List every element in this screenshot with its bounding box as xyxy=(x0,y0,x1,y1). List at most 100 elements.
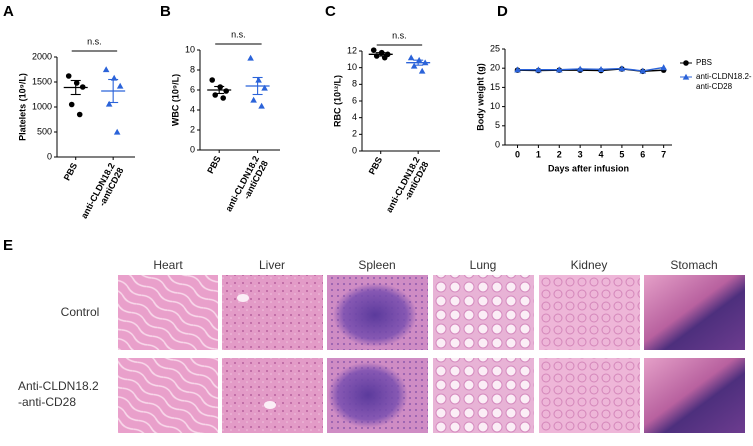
y-tick-label: 500 xyxy=(37,126,52,136)
column-header: Stomach xyxy=(670,258,717,272)
data-point xyxy=(535,66,542,73)
histology-image xyxy=(539,275,640,350)
x-tick-label-line: PBS xyxy=(206,154,224,175)
x-tick-label: PBS xyxy=(367,155,385,176)
y-tick-label: 1000 xyxy=(32,101,52,111)
panel-label: A xyxy=(3,3,14,20)
x-axis-label: Days after infusion xyxy=(548,163,629,173)
column-header: Heart xyxy=(153,258,183,272)
x-tick-label-line: PBS xyxy=(367,155,385,176)
x-tick-label: PBS xyxy=(206,154,224,175)
data-point xyxy=(618,65,626,72)
data-point xyxy=(370,47,377,53)
histology-detail xyxy=(264,401,276,409)
legend-label: anti-CLDN18.2-anti-CD28 xyxy=(696,72,752,91)
y-tick-label: 0 xyxy=(495,139,500,149)
histology-images xyxy=(118,275,745,433)
y-axis-label: RBC (10¹²/L) xyxy=(332,75,342,127)
row-label: -anti-CD28 xyxy=(18,395,76,409)
legend-marker xyxy=(682,73,690,80)
x-tick-label: 1 xyxy=(536,149,541,159)
histology-detail xyxy=(333,283,417,347)
x-tick-label: 6 xyxy=(640,149,645,159)
data-point xyxy=(639,67,647,74)
data-point xyxy=(247,54,254,61)
x-tick-label: 2 xyxy=(557,149,562,159)
y-tick-label: 25 xyxy=(490,43,500,53)
data-point xyxy=(660,64,667,71)
legend-marker xyxy=(683,60,689,66)
y-tick-label: 1500 xyxy=(32,76,52,86)
data-point xyxy=(76,111,83,118)
data-point xyxy=(261,84,268,91)
row-label: Anti-CLDN18.2 xyxy=(18,379,99,393)
histology-image xyxy=(433,358,534,433)
data-point xyxy=(407,54,415,61)
x-tick-label: 5 xyxy=(619,149,624,159)
data-point xyxy=(255,76,262,83)
data-point xyxy=(418,67,426,74)
x-tick-label: 4 xyxy=(599,149,604,159)
y-tick-label: 2 xyxy=(352,129,357,139)
x-tick-label: 0 xyxy=(515,149,520,159)
x-tick-label: PBS xyxy=(62,161,80,182)
y-axis-label: WBC (10⁹/L) xyxy=(170,74,180,126)
x-tick-label: 7 xyxy=(661,149,666,159)
y-tick-label: 8 xyxy=(352,79,357,89)
data-point xyxy=(250,96,257,103)
y-tick-label: 2 xyxy=(190,124,195,134)
row-label: Control xyxy=(61,305,100,319)
annotation: n.s. xyxy=(231,29,246,39)
y-tick-label: 4 xyxy=(352,112,357,122)
column-header: Lung xyxy=(470,258,497,272)
y-tick-label: 15 xyxy=(490,82,500,92)
data-point xyxy=(514,66,521,73)
column-header: Kidney xyxy=(571,258,608,272)
data-point xyxy=(102,66,110,73)
histology-image xyxy=(539,358,640,433)
data-point xyxy=(209,77,215,83)
panel-label: B xyxy=(160,3,171,20)
y-tick-label: 0 xyxy=(47,151,52,161)
y-tick-label: 10 xyxy=(490,101,500,111)
y-tick-label: 10 xyxy=(347,62,357,72)
annotation: n.s. xyxy=(392,30,407,40)
y-tick-label: 2000 xyxy=(32,51,52,61)
data-point xyxy=(597,66,605,72)
y-tick-label: 12 xyxy=(347,45,357,55)
y-tick-label: 8 xyxy=(190,64,195,74)
histology-image xyxy=(222,275,323,350)
y-tick-label: 0 xyxy=(190,144,195,154)
x-tick-label-line: PBS xyxy=(62,161,80,182)
y-tick-label: 5 xyxy=(495,120,500,130)
histology-image xyxy=(118,358,218,433)
data-point xyxy=(116,82,124,89)
y-tick-label: 20 xyxy=(490,63,500,73)
histology-detail xyxy=(328,362,408,428)
histology-image xyxy=(222,358,323,433)
y-axis-label: Body weight (g) xyxy=(475,63,485,131)
x-tick-label: anti-CLDN18.2-antiCD28 xyxy=(79,161,126,225)
series-line xyxy=(517,66,664,72)
data-point xyxy=(65,73,72,79)
data-point xyxy=(258,102,265,109)
column-header: Liver xyxy=(259,258,285,272)
y-tick-label: 6 xyxy=(352,95,357,105)
data-point xyxy=(105,100,113,107)
x-tick-label: 3 xyxy=(578,149,583,159)
y-axis-label: Platelets (10⁹/L) xyxy=(17,73,27,141)
panel-label: C xyxy=(325,3,336,20)
data-point xyxy=(555,66,563,73)
data-point xyxy=(220,95,226,101)
y-tick-label: 0 xyxy=(352,145,357,155)
histology-image xyxy=(644,358,745,433)
histology-detail xyxy=(237,294,249,302)
y-tick-label: 6 xyxy=(190,84,195,94)
column-header: Spleen xyxy=(358,258,395,272)
data-point xyxy=(223,88,229,94)
y-tick-label: 4 xyxy=(190,104,195,114)
histology-image xyxy=(118,275,218,350)
panel-label: E xyxy=(3,237,13,254)
histology-image xyxy=(433,275,534,350)
